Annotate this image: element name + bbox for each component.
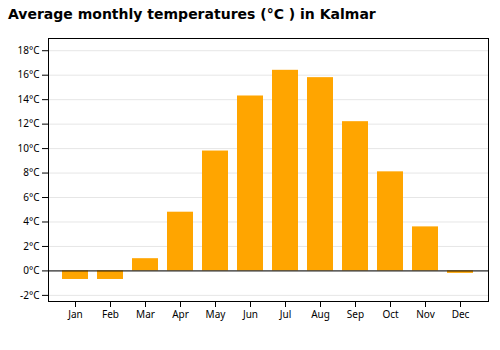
svg-text:10°C: 10°C [17,141,40,155]
svg-text:14°C: 14°C [17,92,40,106]
svg-text:Sep: Sep [347,307,364,321]
svg-text:Apr: Apr [172,307,189,321]
svg-text:May: May [206,307,227,321]
svg-text:Mar: Mar [136,307,155,321]
svg-text:4°C: 4°C [23,214,40,228]
svg-text:Oct: Oct [382,307,399,321]
svg-text:2°C: 2°C [23,239,40,253]
svg-text:0°C: 0°C [23,263,40,277]
svg-text:12°C: 12°C [17,116,40,130]
svg-text:-2°C: -2°C [20,288,40,302]
svg-text:Jul: Jul [279,307,292,321]
svg-text:Dec: Dec [452,307,470,321]
svg-text:16°C: 16°C [17,67,40,81]
svg-text:8°C: 8°C [23,165,40,179]
svg-text:6°C: 6°C [23,190,40,204]
svg-text:Aug: Aug [311,307,330,321]
svg-text:Nov: Nov [416,307,435,321]
svg-text:18°C: 18°C [17,43,40,57]
svg-text:Jun: Jun [242,307,258,321]
svg-text:Feb: Feb [102,307,119,321]
svg-text:Jan: Jan [67,307,83,321]
html-text:Average monthly temperatures (: Average monthly temperatures (°C ) in Ka… [8,6,376,22]
